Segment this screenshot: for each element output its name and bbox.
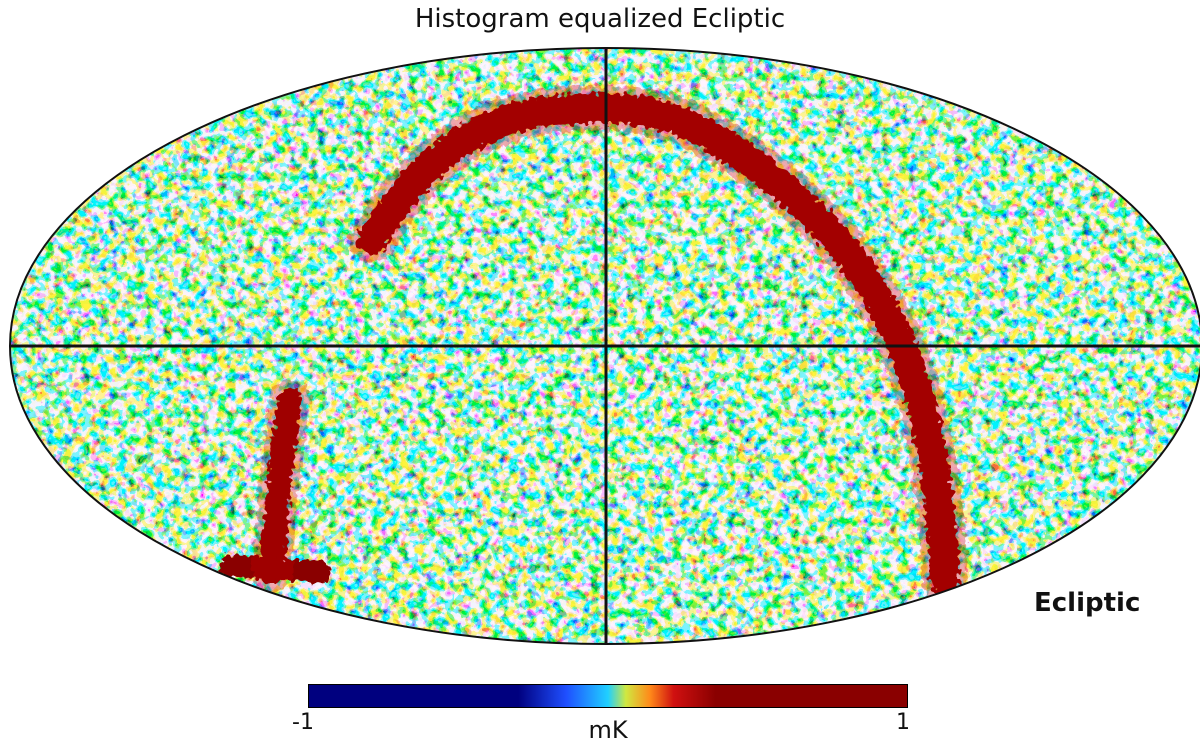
bright-band <box>219 85 968 603</box>
colorbar-min-label: -1 <box>292 710 314 735</box>
colorbar-max-label: 1 <box>896 710 910 735</box>
colorbar-unit-label: mK <box>588 716 628 744</box>
chart-title: Histogram equalized Ecliptic <box>414 4 786 34</box>
colorbar <box>308 684 908 708</box>
coordinate-system-label: Ecliptic <box>1034 588 1141 618</box>
